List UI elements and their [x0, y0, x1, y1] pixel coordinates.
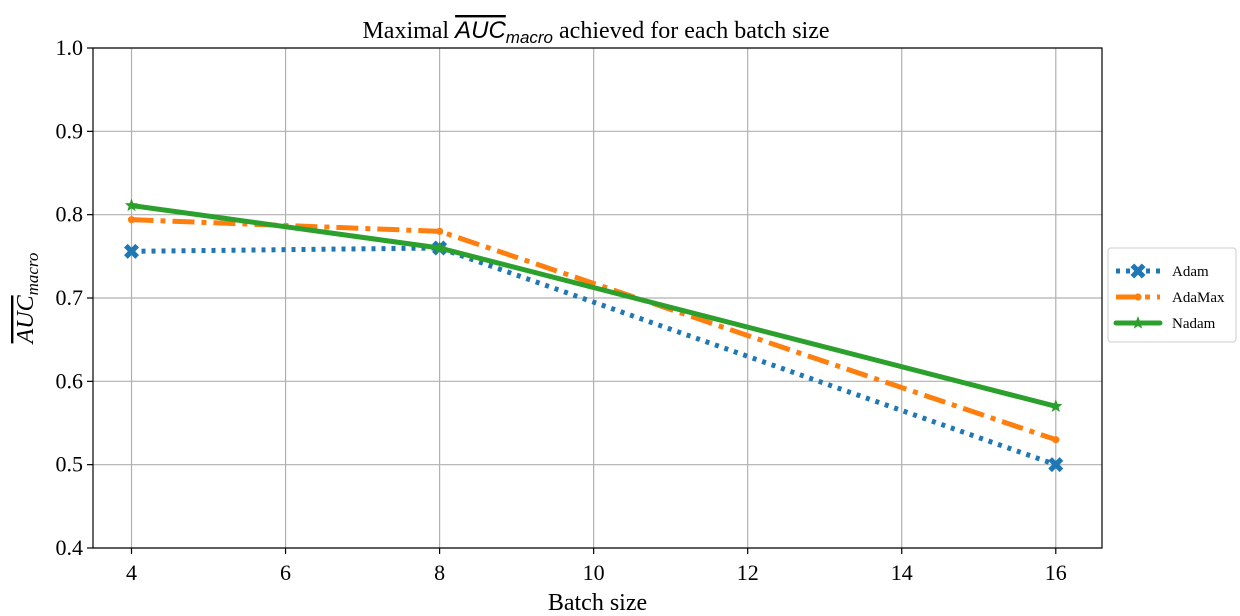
data-point-adam — [1048, 457, 1064, 473]
y-axis-title-main: AUC — [13, 294, 39, 345]
series-adamax — [127, 216, 1060, 444]
data-point-adam-bar-b — [124, 243, 140, 259]
legend-marker-nadam — [1131, 316, 1145, 329]
y-tick-label: 1.0 — [56, 35, 84, 60]
y-axis-title: AUCmacro — [13, 253, 42, 346]
data-point-adamax — [1052, 436, 1060, 444]
y-tick-label: 0.4 — [56, 535, 84, 560]
x-tick-label: 12 — [737, 560, 759, 585]
legend-marker-adam — [1130, 263, 1146, 279]
legend-label-nadam: Nadam — [1172, 316, 1216, 332]
x-tick-label: 14 — [891, 560, 913, 585]
chart-title-symbol-sub: macro — [506, 28, 553, 47]
series-line-adam — [131, 245, 1057, 468]
data-point-adam — [124, 243, 140, 259]
data-point-nadam — [1049, 399, 1063, 412]
y-tick-label: 0.6 — [56, 368, 84, 393]
x-tick-label: 8 — [434, 560, 445, 585]
chart-title-suffix: achieved for each batch size — [553, 18, 830, 44]
legend-marker-adam-bar-b — [1130, 263, 1146, 279]
x-axis-title: Batch size — [548, 590, 647, 616]
legend: Adam AdaMax Nadam — [1107, 247, 1237, 343]
y-axis-title-sub: macro — [23, 253, 42, 296]
legend-label-adam: Adam — [1172, 264, 1209, 280]
data-point-nadam — [124, 198, 139, 212]
y-tick-label: 0.9 — [56, 118, 84, 143]
x-tick-label: 4 — [126, 560, 137, 585]
ticks: 4 6 8 10 12 14 16 0.4 0.5 0.6 0.7 0.8 0.9 1.0 — [56, 35, 1067, 585]
data-point-adamax — [436, 227, 444, 235]
data-point-adamax — [127, 216, 136, 224]
chart-title-prefix: Maximal — [362, 18, 455, 44]
series-layer — [124, 198, 1064, 473]
data-point-adam-bar-b — [1048, 457, 1064, 473]
x-tick-label: 6 — [280, 560, 291, 585]
x-tick-label: 10 — [583, 560, 605, 585]
y-tick-label: 0.5 — [56, 452, 84, 477]
chart-title-symbol: AUC — [453, 17, 506, 44]
y-tick-label: 0.7 — [56, 285, 84, 310]
legend-marker-adamax — [1134, 293, 1142, 301]
series-nadam — [124, 198, 1063, 412]
legend-label-adamax: AdaMax — [1172, 290, 1225, 306]
series-adam — [124, 240, 1064, 473]
x-tick-label: 16 — [1045, 560, 1067, 585]
data-point-nadam — [432, 241, 447, 254]
grid — [93, 47, 1102, 549]
chart-title: Maximal AUCmacro achieved for each batch… — [362, 17, 829, 47]
y-tick-label: 0.8 — [56, 202, 84, 227]
